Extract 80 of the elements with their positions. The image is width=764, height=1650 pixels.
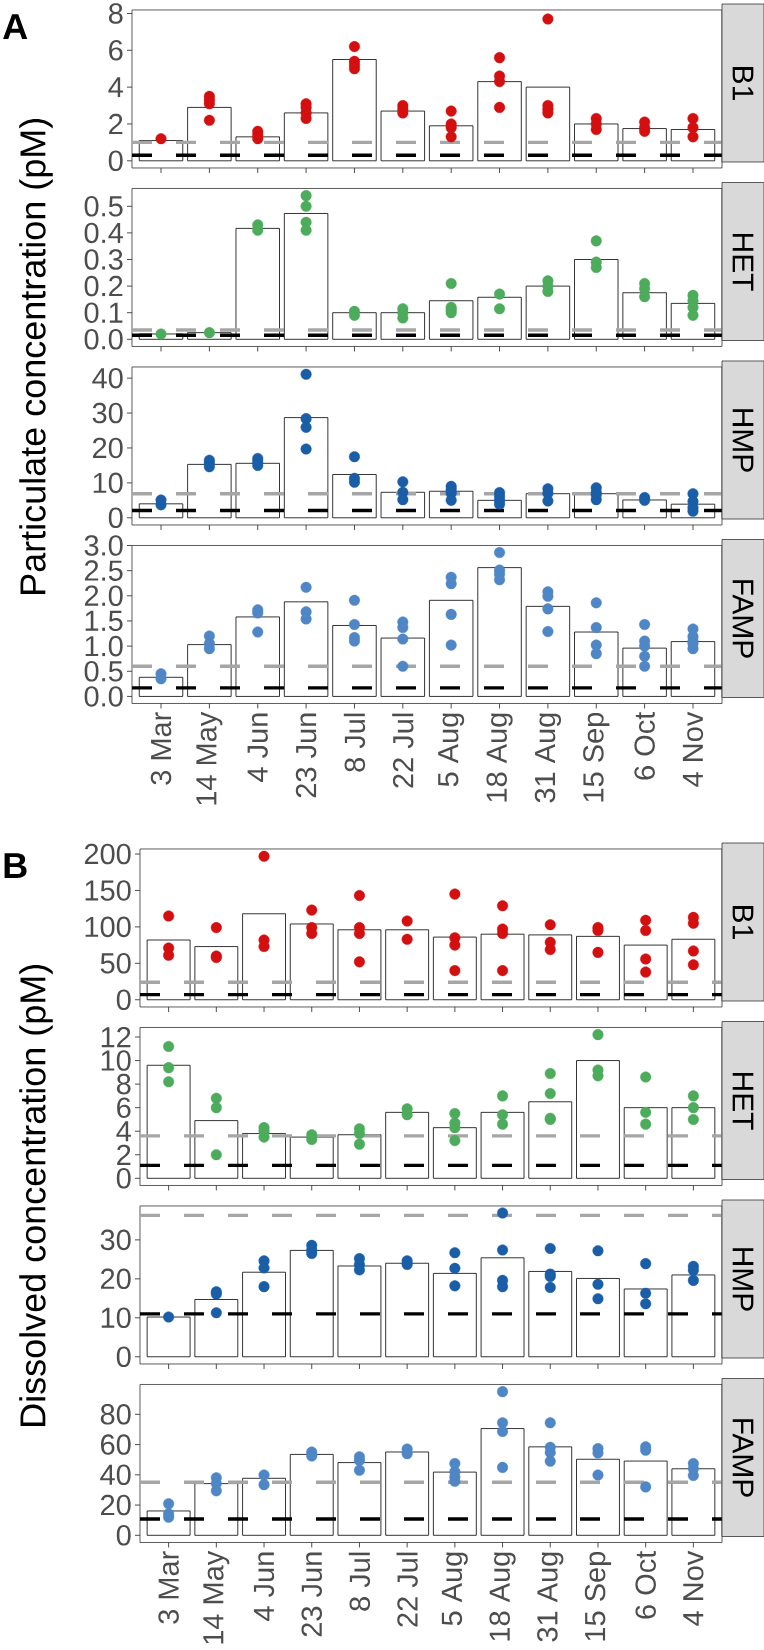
y-tick-label: 20 [101,1268,131,1290]
y-tick-label: 0.2 [84,275,123,297]
y-tick-label: 0 [116,989,131,1011]
y-tick-label: 0 [116,1525,131,1546]
y-tick-label: 40 [100,1464,131,1486]
x-tick-label: 14 May [203,1550,230,1644]
y-tick-label: 200 [84,843,131,865]
x-tick-label: 8 Jul [343,713,366,772]
y-tick-label: 12 [101,1026,131,1048]
y-tick-label: 30 [100,1229,131,1251]
x-tick-label: 8 Jul [348,1552,371,1611]
text: FAMP [732,1419,754,1497]
x-tick-label: 5 Aug [441,1552,468,1626]
y-tick-label: 10 [101,1307,131,1329]
y-tick-label: 3.0 [84,535,123,556]
y-tick-label: 0.0 [84,686,123,707]
x-tick-label: 14 May [196,711,223,805]
text: A [3,14,28,39]
text: HMP [732,1248,754,1311]
y-tick-label: 10 [101,1050,131,1071]
x-tick-label: 31 Aug [537,1552,564,1642]
y-tick-label: 0 [108,507,123,529]
y-tick-label: 20 [101,1494,131,1516]
x-tick-label: 23 Jun [295,713,317,798]
y-tick-label: 8 [116,1073,131,1095]
y-axis-title: Particulate concentration (pM) [19,118,53,594]
y-tick-label: 0 [116,1346,131,1368]
y-tick-label: 4 [108,77,123,98]
y-tick-label: 0.3 [84,249,123,270]
y-tick-label: 20 [93,437,123,459]
y-tick-label: 2 [109,113,123,135]
x-tick-label: 3 Mar [150,712,172,785]
y-tick-label: 0.5 [84,661,123,682]
text: HET [732,1072,754,1130]
y-tick-label: 1.5 [85,610,123,632]
x-tick-label: 4 Jun [253,1552,275,1621]
x-tick-label: 18 Aug [486,713,513,802]
y-tick-label: 100 [85,916,131,938]
y-axis-title: Dissolved concentration (pM) [19,964,53,1426]
x-tick-label: 5 Aug [438,713,465,787]
y-tick-label: 0.5 [84,196,123,217]
y-tick-label: 2.0 [84,585,123,607]
y-tick-label: 50 [100,953,131,974]
y-tick-label: 0.4 [84,222,123,244]
y-tick-label: 0 [108,150,123,172]
x-tick-label: 3 Mar [158,1551,179,1624]
x-tick-label: 23 Jun [301,1552,322,1637]
x-tick-label: 6 Oct [634,711,655,780]
y-tick-label: 30 [92,402,123,424]
text: HET [732,233,754,291]
y-tick-label: 0 [116,1168,131,1189]
y-tick-label: 60 [101,1434,131,1455]
x-tick-label: 4 Jun [247,713,268,782]
y-tick-label: 2 [117,1144,131,1165]
y-tick-label: 40 [92,367,123,389]
y-tick-label: 8 [108,3,123,24]
x-tick-label: 4 Nov [683,1550,704,1626]
y-tick-label: 6 [117,1097,131,1118]
y-tick-label: 150 [85,880,131,901]
y-tick-label: 4 [116,1121,131,1142]
x-tick-label: 4 Nov [682,711,704,787]
y-tick-label: 1.0 [85,635,123,657]
y-tick-label: 0.0 [84,329,123,350]
text: FAMP [732,580,754,658]
text: B1 [732,67,754,100]
y-tick-label: 2.5 [84,560,123,581]
x-tick-label: 18 Aug [489,1552,516,1641]
y-tick-label: 10 [93,472,123,494]
text: HMP [732,409,754,472]
x-tick-label: 22 Jul [396,1552,418,1627]
text: B [4,853,27,878]
y-tick-label: 80 [100,1404,131,1425]
x-tick-label: 15 Sep [584,1551,612,1641]
x-tick-label: 31 Aug [534,713,562,803]
y-tick-label: 0.1 [84,302,123,323]
y-tick-label: 6 [109,40,123,61]
x-tick-label: 22 Jul [392,713,414,788]
text: B1 [732,906,754,939]
x-tick-label: 15 Sep [583,712,610,802]
x-tick-label: 6 Oct [635,1550,656,1619]
